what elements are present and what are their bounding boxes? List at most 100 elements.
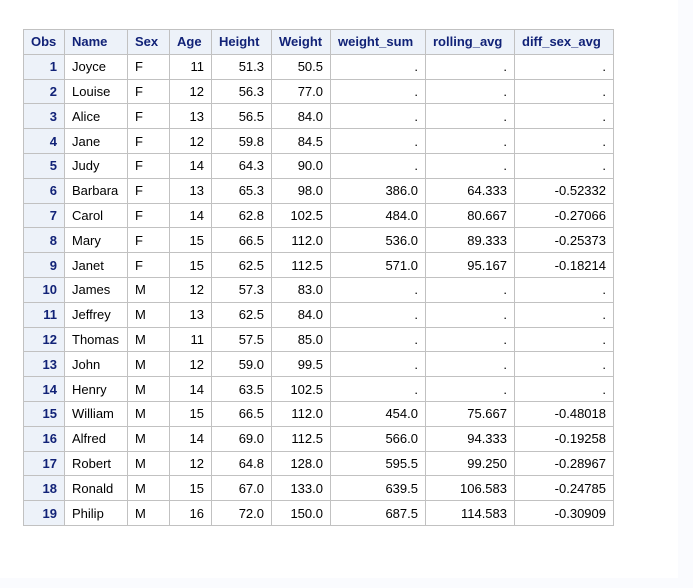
cell-weight: 150.0	[271, 500, 331, 526]
cell-age: 14	[169, 376, 212, 402]
cell-height: 56.3	[211, 78, 272, 105]
cell-weight: 133.0	[271, 475, 331, 502]
cell-height: 72.0	[211, 500, 272, 526]
cell-age: 13	[169, 103, 212, 130]
cell-rolling-avg: 99.250	[425, 450, 515, 477]
table-row: 17 Robert M 12 64.8 128.0 595.5 99.250 -0.28967	[23, 450, 614, 477]
cell-sex: M	[127, 351, 170, 378]
cell-height: 64.8	[211, 450, 272, 477]
cell-name: Alice	[64, 103, 128, 130]
cell-weight: 112.0	[271, 400, 331, 427]
cell-sex: F	[127, 252, 170, 278]
cell-rolling-avg: 75.667	[425, 400, 515, 427]
header-weight: Weight	[271, 29, 331, 55]
cell-rolling-avg: 89.333	[425, 227, 515, 254]
cell-height: 57.3	[211, 276, 272, 303]
table-row: 15 William M 15 66.5 112.0 454.0 75.667 -0.48018	[23, 400, 614, 427]
cell-diff-sex-avg: -0.27066	[514, 202, 614, 229]
table-row: 2 Louise F 12 56.3 77.0...	[23, 78, 614, 105]
cell-name: Ronald	[64, 475, 128, 502]
cell-diff-sex-avg: .	[514, 351, 614, 378]
cell-weight: 83.0	[271, 276, 331, 303]
cell-weight: 77.0	[271, 78, 331, 105]
cell-obs: 2	[23, 78, 65, 105]
cell-rolling-avg: .	[425, 351, 515, 378]
cell-weight-sum: .	[330, 376, 426, 402]
table-row: 9 Janet F 15 62.5 112.5 571.0 95.167 -0.18214	[23, 252, 614, 278]
table-row: 6 Barbara F 13 65.3 98.0 386.0 64.333 -0.52332	[23, 177, 614, 204]
cell-height: 59.8	[211, 128, 272, 154]
data-table: Obs Name Sex Age Height Weight weight_su…	[23, 29, 614, 526]
cell-name: William	[64, 400, 128, 427]
cell-name: Alfred	[64, 425, 128, 452]
cell-obs: 18	[23, 475, 65, 502]
cell-obs: 14	[23, 376, 65, 402]
cell-weight-sum: 386.0	[330, 177, 426, 204]
cell-diff-sex-avg: -0.52332	[514, 177, 614, 204]
cell-age: 14	[169, 152, 212, 179]
table-row: 19 Philip M 16 72.0 150.0 687.5 114.583 -0.30909	[23, 500, 614, 526]
cell-name: Janet	[64, 252, 128, 278]
cell-weight-sum: 566.0	[330, 425, 426, 452]
cell-name: Philip	[64, 500, 128, 526]
cell-obs: 12	[23, 326, 65, 353]
cell-weight-sum: .	[330, 351, 426, 378]
cell-diff-sex-avg: .	[514, 152, 614, 179]
cell-weight: 50.5	[271, 53, 331, 80]
cell-obs: 16	[23, 425, 65, 452]
cell-weight: 112.0	[271, 227, 331, 254]
cell-obs: 19	[23, 500, 65, 526]
cell-obs: 4	[23, 128, 65, 154]
cell-diff-sex-avg: -0.48018	[514, 400, 614, 427]
cell-weight-sum: .	[330, 276, 426, 303]
table-row: 3 Alice F 13 56.5 84.0...	[23, 103, 614, 130]
cell-name: Jeffrey	[64, 301, 128, 328]
cell-height: 66.5	[211, 227, 272, 254]
cell-weight-sum: .	[330, 128, 426, 154]
cell-height: 67.0	[211, 475, 272, 502]
table-body: 1 Joyce F 11 51.3 50.5... 2 Louise F 12 56.3 77.0..…	[23, 53, 614, 526]
table-row: 7 Carol F 14 62.8 102.5 484.0 80.667 -0.27066	[23, 202, 614, 229]
cell-diff-sex-avg: .	[514, 326, 614, 353]
cell-name: Joyce	[64, 53, 128, 80]
cell-weight-sum: 687.5	[330, 500, 426, 526]
table-row: 5 Judy F 14 64.3 90.0...	[23, 152, 614, 179]
cell-sex: M	[127, 500, 170, 526]
cell-height: 66.5	[211, 400, 272, 427]
cell-name: Thomas	[64, 326, 128, 353]
cell-name: James	[64, 276, 128, 303]
cell-rolling-avg: .	[425, 376, 515, 402]
cell-weight: 98.0	[271, 177, 331, 204]
cell-obs: 7	[23, 202, 65, 229]
cell-rolling-avg: 94.333	[425, 425, 515, 452]
cell-diff-sex-avg: -0.24785	[514, 475, 614, 502]
table-row: 18 Ronald M 15 67.0 133.0 639.5 106.583 -0.24785	[23, 475, 614, 502]
cell-weight-sum: .	[330, 78, 426, 105]
cell-age: 15	[169, 227, 212, 254]
header-weight-sum: weight_sum	[330, 29, 426, 55]
cell-rolling-avg: .	[425, 301, 515, 328]
cell-weight: 84.5	[271, 128, 331, 154]
cell-obs: 3	[23, 103, 65, 130]
cell-age: 13	[169, 301, 212, 328]
cell-diff-sex-avg: -0.19258	[514, 425, 614, 452]
cell-rolling-avg: .	[425, 78, 515, 105]
cell-height: 63.5	[211, 376, 272, 402]
cell-sex: F	[127, 78, 170, 105]
cell-rolling-avg: .	[425, 53, 515, 80]
cell-weight: 84.0	[271, 103, 331, 130]
header-age: Age	[169, 29, 212, 55]
cell-sex: M	[127, 276, 170, 303]
cell-rolling-avg: 106.583	[425, 475, 515, 502]
cell-rolling-avg: .	[425, 103, 515, 130]
cell-diff-sex-avg: .	[514, 276, 614, 303]
cell-name: Carol	[64, 202, 128, 229]
cell-rolling-avg: .	[425, 276, 515, 303]
cell-sex: F	[127, 128, 170, 154]
cell-weight-sum: 536.0	[330, 227, 426, 254]
header-sex: Sex	[127, 29, 170, 55]
header-row: Obs Name Sex Age Height Weight weight_su…	[23, 29, 614, 55]
table-row: 11 Jeffrey M 13 62.5 84.0...	[23, 301, 614, 328]
cell-diff-sex-avg: .	[514, 53, 614, 80]
cell-age: 13	[169, 177, 212, 204]
